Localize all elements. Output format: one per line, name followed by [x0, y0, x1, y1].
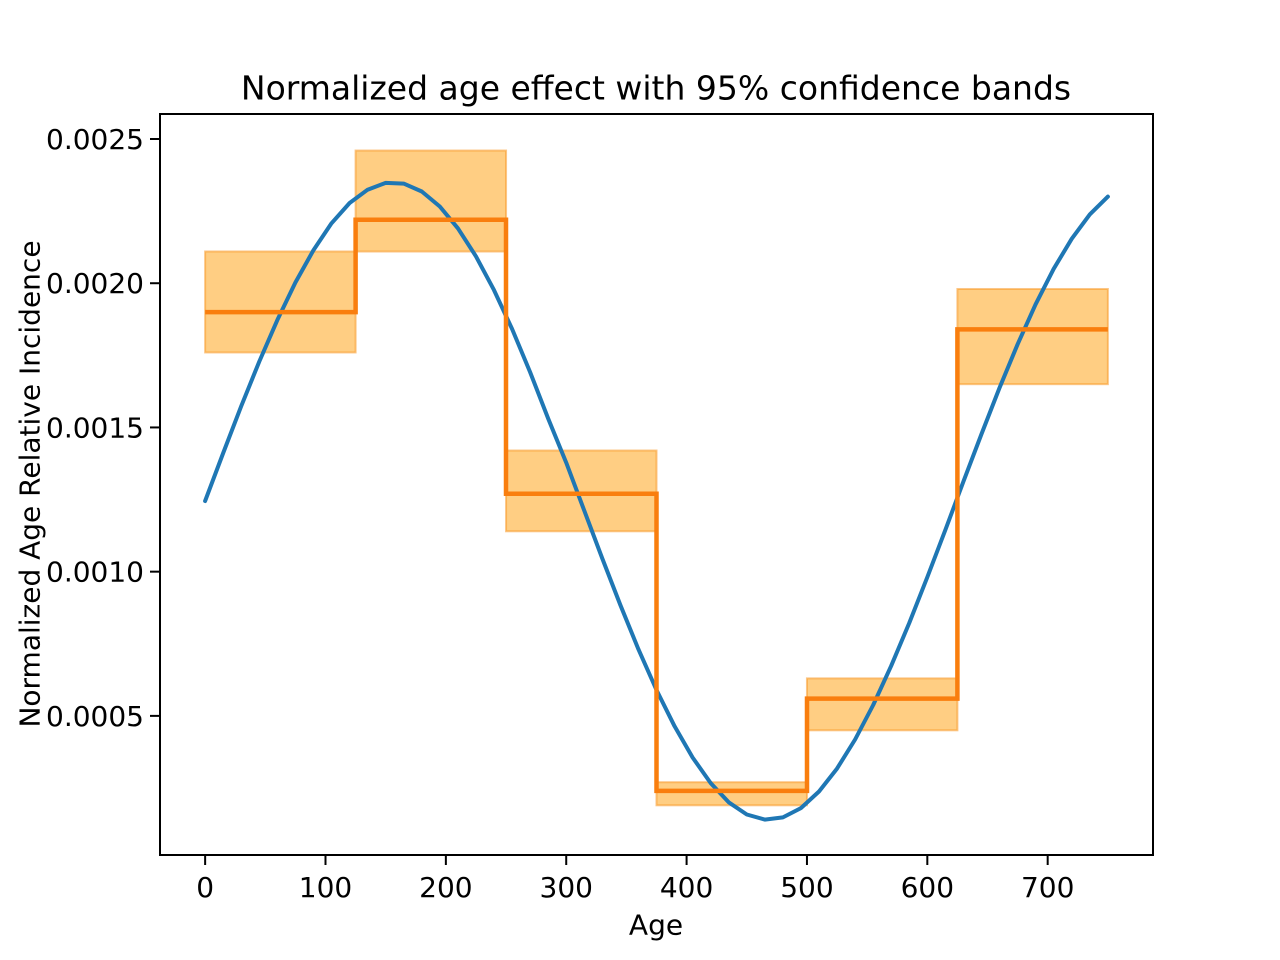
y-tick-label: 0.0015 — [46, 411, 144, 444]
y-tick-label: 0.0005 — [46, 700, 144, 733]
x-tick-label: 300 — [540, 871, 593, 904]
confidence-band — [956, 287, 1109, 386]
x-tick-label: 400 — [660, 871, 713, 904]
y-tick-label: 0.0020 — [46, 267, 144, 300]
axes-frame — [159, 113, 1154, 856]
y-tick-label: 0.0010 — [46, 556, 144, 589]
x-tick-label: 700 — [1021, 871, 1074, 904]
x-tick-label: 0 — [196, 871, 214, 904]
x-tick-label: 200 — [419, 871, 472, 904]
confidence-band — [505, 449, 658, 533]
x-tick-label: 500 — [780, 871, 833, 904]
x-tick-label: 600 — [901, 871, 954, 904]
confidence-band — [655, 781, 808, 807]
x-axis-label: Age — [628, 908, 684, 942]
y-axis-label: Normalized Age Relative Incidence — [13, 240, 47, 728]
step-estimate-line — [205, 217, 1108, 794]
page-title: Normalized age effect with 95% confidenc… — [240, 68, 1072, 108]
x-tick-label: 100 — [299, 871, 352, 904]
confidence-band — [204, 250, 357, 354]
y-tick-label: 0.0025 — [46, 123, 144, 156]
